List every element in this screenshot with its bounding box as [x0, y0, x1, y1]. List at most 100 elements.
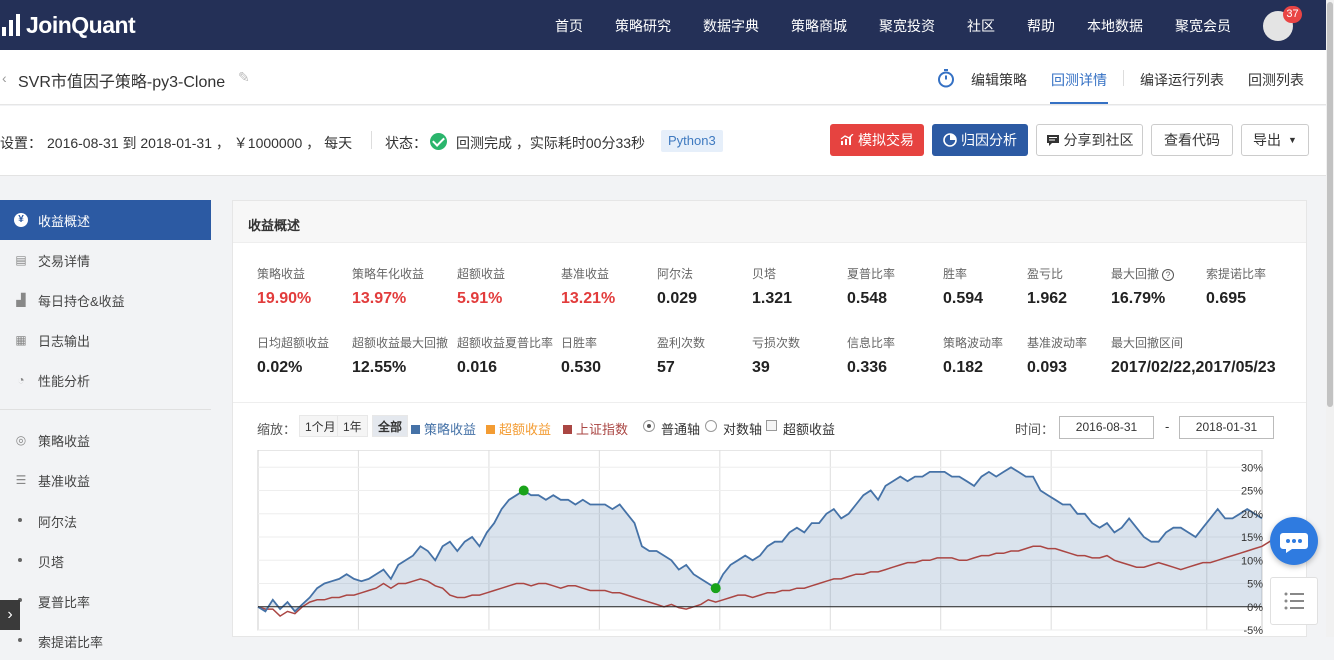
sidebar-sub-alpha[interactable]: 阿尔法 — [0, 500, 211, 540]
tab-backtest-details[interactable]: 回测详情 — [1051, 72, 1107, 88]
sidebar-item-trade-details[interactable]: ▤ 交易详情 — [0, 240, 211, 280]
metric-strategy-return: 策略收益 19.90% — [257, 265, 367, 308]
joinquant-logo[interactable]: JoinQuant — [2, 10, 136, 40]
metric-alpha: 阿尔法 0.029 — [657, 265, 767, 308]
nav-strategy-store[interactable]: 策略商城 — [791, 18, 847, 34]
excess-returns-checkbox[interactable] — [766, 420, 777, 431]
expand-chevron-icon[interactable]: › — [0, 600, 20, 630]
zoom-1-year-button[interactable]: 1年 — [337, 415, 368, 437]
chat-bubble-icon — [1280, 533, 1308, 553]
metric-value: 0.548 — [847, 290, 888, 307]
log-axis-radio[interactable] — [705, 420, 717, 432]
metric-key: 日均超额收益 — [257, 336, 330, 350]
end-date-input[interactable]: 2018-01-31 — [1179, 416, 1274, 439]
start-date-input[interactable]: 2016-08-31 — [1059, 416, 1154, 439]
y-tick-label: 5% — [1247, 579, 1263, 591]
metric-value: 57 — [657, 359, 675, 376]
returns-chart[interactable]: 30% 25% 20% 15% 10% 5% 0% -5% — [232, 450, 1270, 637]
sidebar-item-benchmark-returns[interactable]: ☰ 基准收益 — [0, 460, 211, 500]
metric-strategy-volatility: 策略波动率 0.182 — [943, 334, 1053, 377]
sidebar-item-returns-overview[interactable]: ¥ 收益概述 — [0, 200, 211, 240]
back-chevron-icon[interactable]: ‹ — [2, 70, 7, 86]
metric-value: 19.90% — [257, 290, 312, 307]
sidebar-sub-label: 夏普比率 — [38, 595, 91, 610]
lightbulb-icon: ◎ — [15, 433, 27, 447]
metric-value: 2017/02/22,2017/05/23 — [1111, 359, 1276, 376]
y-tick-label: -5% — [1243, 625, 1263, 637]
legend-label: 上证指数 — [576, 422, 629, 437]
sidebar-item-strategy-returns[interactable]: ◎ 策略收益 — [0, 420, 211, 460]
view-code-label: 查看代码 — [1164, 132, 1220, 148]
notification-badge[interactable]: 37 — [1283, 6, 1302, 23]
caret-down-icon: ▼ — [1288, 135, 1297, 145]
zoom-label: 缩放： — [257, 422, 297, 437]
zoom-all-button[interactable]: 全部 — [372, 415, 409, 437]
export-dropdown-button[interactable]: 导出 ▼ — [1241, 124, 1309, 156]
sidebar-sub-sortino[interactable]: 索提诺比率 — [0, 620, 211, 660]
view-code-button[interactable]: 查看代码 — [1151, 124, 1233, 156]
nav-local-data[interactable]: 本地数据 — [1087, 18, 1143, 34]
tab-edit-strategy[interactable]: 编辑策略 — [971, 72, 1027, 88]
legend-excess-returns[interactable]: 超额收益 — [486, 419, 551, 438]
metric-value: 0.029 — [657, 290, 698, 307]
page-scrollbar[interactable] — [1326, 0, 1334, 637]
chart-grid — [257, 450, 1263, 631]
share-community-button[interactable]: 分享到社区 — [1036, 124, 1143, 156]
logo-text: JoinQuant — [26, 11, 136, 38]
legend-shanghai-index[interactable]: 上证指数 — [563, 419, 628, 438]
nav-data-dictionary[interactable]: 数据字典 — [703, 18, 759, 34]
nav-membership[interactable]: 聚宽会员 — [1175, 18, 1231, 34]
attribution-analysis-button[interactable]: 归因分析 — [932, 124, 1028, 156]
simulate-trading-button[interactable]: 模拟交易 — [830, 124, 924, 156]
metric-key: 最大回撤 — [1111, 267, 1160, 281]
legend-label: 超额收益 — [499, 422, 552, 437]
tab-backtest-list[interactable]: 回测列表 — [1248, 72, 1304, 88]
nav-strategy-research[interactable]: 策略研究 — [615, 18, 671, 34]
database-icon: ☰ — [15, 473, 27, 487]
sidebar-item-log-output[interactable]: ▦ 日志输出 — [0, 320, 211, 360]
sidebar-item-label: 基准收益 — [38, 473, 91, 489]
metric-win-rate: 胜率 0.594 — [943, 265, 1053, 308]
active-tab-underline — [1050, 102, 1108, 104]
scrollbar-thumb[interactable] — [1327, 2, 1333, 407]
sidebar-sub-beta[interactable]: 贝塔 — [0, 540, 211, 580]
comment-icon — [1046, 134, 1059, 146]
backtest-info-bar: 设置： 2016-08-31 到 2018-01-31 ， ￥1000000 ，… — [0, 106, 1326, 176]
metric-value: 0.530 — [561, 359, 602, 376]
sidebar-item-label: 收益概述 — [38, 213, 91, 229]
metric-value: 0.016 — [457, 359, 498, 376]
legend-strategy-returns[interactable]: 策略收益 — [411, 419, 476, 438]
metric-value: 0.02% — [257, 359, 303, 376]
metric-daily-win-rate: 日胜率 0.530 — [561, 334, 671, 377]
nav-help[interactable]: 帮助 — [1027, 18, 1055, 34]
y-tick-label: 15% — [1241, 532, 1263, 544]
chat-support-button[interactable] — [1270, 517, 1318, 565]
yen-circle-icon: ¥ — [14, 213, 28, 227]
edit-pencil-icon[interactable]: ✎ — [238, 69, 250, 85]
sidebar-sub-label: 贝塔 — [38, 555, 65, 570]
zoom-1-month-button[interactable]: 1个月 — [299, 415, 342, 437]
nav-home[interactable]: 首页 — [555, 18, 583, 34]
list-menu-button[interactable] — [1270, 577, 1318, 625]
metric-key: 亏损次数 — [752, 336, 801, 350]
nav-community[interactable]: 社区 — [967, 18, 995, 34]
top-navbar: JoinQuant 首页 策略研究 数据字典 策略商城 聚宽投资 社区 帮助 本… — [0, 0, 1326, 50]
legend-label: 策略收益 — [424, 422, 477, 437]
sidebar-sub-label: 索提诺比率 — [38, 635, 104, 650]
tab-compile-run-list[interactable]: 编译运行列表 — [1140, 72, 1224, 88]
normal-axis-radio[interactable] — [643, 420, 655, 432]
help-question-icon[interactable]: ? — [1162, 268, 1175, 281]
clipboard-icon: ▦ — [15, 333, 27, 347]
status-check-icon — [430, 133, 447, 150]
nav-joinquant-invest[interactable]: 聚宽投资 — [879, 18, 935, 34]
metric-key: 策略年化收益 — [352, 267, 425, 281]
date-range-dash: - — [1165, 419, 1170, 434]
sidebar-item-daily-holdings[interactable]: ▟ 每日持仓&收益 — [0, 280, 211, 320]
python-version-tag: Python3 — [661, 130, 723, 152]
metric-value: 0.594 — [943, 290, 984, 307]
sidebar-sub-sharpe[interactable]: 夏普比率 — [0, 580, 211, 620]
metric-key: 超额收益最大回撤 — [352, 336, 449, 350]
sidebar-item-performance[interactable]: ◔ 性能分析 — [0, 360, 211, 400]
share-community-label: 分享到社区 — [1063, 132, 1134, 148]
metric-value: 13.21% — [561, 290, 616, 307]
